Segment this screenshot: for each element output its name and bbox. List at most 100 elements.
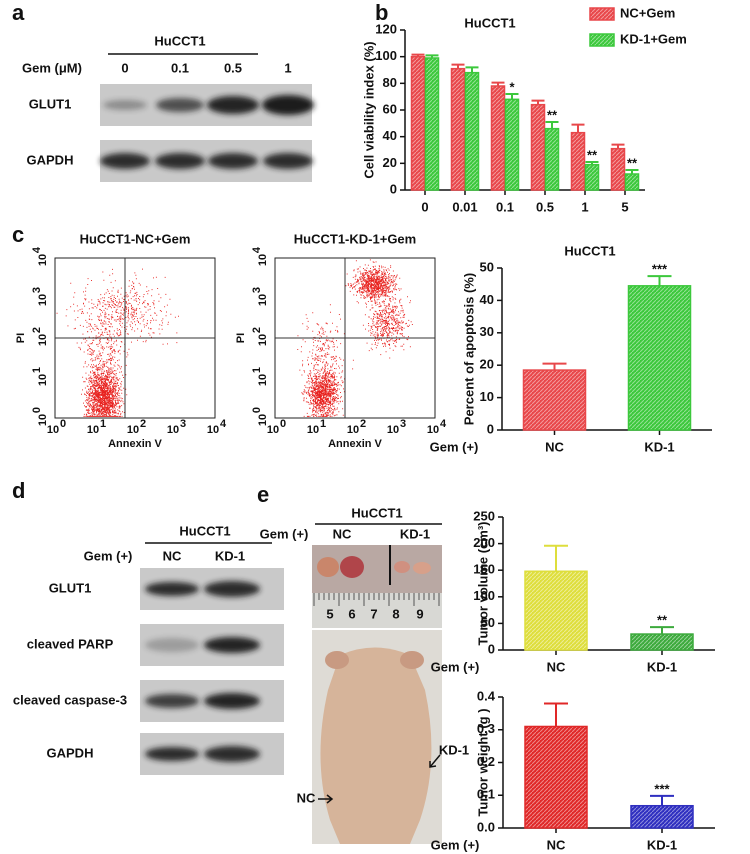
error-bar (505, 93, 519, 100)
y-tick-base: 10 (37, 414, 49, 426)
x-tick-base: 10 (127, 424, 139, 436)
x-tick-base: 10 (87, 424, 99, 436)
ruler-number: 6 (348, 606, 355, 621)
y-tick-exponent: 1 (251, 367, 263, 373)
flow-events (297, 259, 413, 417)
x-tick-base: 10 (207, 424, 219, 436)
bar (584, 163, 600, 191)
blot-row (140, 680, 284, 722)
significance: *** (654, 781, 670, 796)
x-tick-label: KD-1 (647, 837, 677, 852)
y-tick-base: 10 (37, 254, 49, 266)
y-tick-label: 0.0 (477, 819, 495, 834)
blot-band (262, 95, 314, 115)
y-tick-base: 10 (37, 294, 49, 306)
error-bar (544, 702, 568, 727)
y-tick-exponent: 3 (31, 287, 43, 293)
y-tick-base: 10 (257, 254, 269, 266)
y-axis-label: Tumor volume (cm³) (475, 522, 490, 646)
flow-title: HuCCT1-KD-1+Gem (294, 231, 416, 246)
flow-xlabel: Annexin V (108, 438, 162, 450)
row-label: cleaved PARP (27, 636, 114, 651)
flow-ylabel: PI (235, 333, 247, 343)
blot-gapdh (100, 140, 313, 182)
ruler-number: 8 (392, 606, 399, 621)
lane-label: 0 (121, 60, 128, 75)
error-bar (491, 81, 505, 86)
y-tick-label: 10 (480, 389, 494, 404)
x-tick-exponent: 0 (60, 418, 66, 430)
significance: ** (657, 613, 668, 628)
significance: ** (627, 155, 638, 170)
panel-label: b (375, 0, 388, 25)
y-tick-exponent: 2 (31, 327, 43, 333)
bar (524, 725, 588, 829)
blot-title: HuCCT1 (154, 33, 205, 48)
y-tick-label: 0.3 (477, 721, 495, 736)
x-tick-exponent: 3 (180, 418, 186, 430)
row-label: GAPDH (27, 152, 74, 167)
tumor (394, 561, 410, 573)
blot-band (145, 694, 199, 708)
x-tick-label: 0.01 (452, 199, 477, 214)
flow-events (56, 268, 179, 417)
ruler-number: 7 (370, 606, 377, 621)
y-tick-exponent: 4 (251, 246, 263, 253)
significance: *** (652, 262, 668, 277)
lane-label: 0.5 (224, 60, 242, 75)
y-tick-base: 10 (257, 294, 269, 306)
arrow (429, 754, 441, 768)
x-tick-label: 0.5 (536, 199, 554, 214)
bar (544, 127, 560, 191)
y-tick-base: 10 (257, 414, 269, 426)
blot-band (156, 98, 204, 112)
tumor (413, 562, 431, 574)
lane-label: KD-1 (400, 526, 430, 541)
y-tick-label: 40 (383, 128, 397, 143)
blot-band (145, 582, 199, 596)
x-tick-label: 5 (621, 199, 628, 214)
error-bar (611, 143, 625, 149)
legend-swatch (589, 7, 615, 21)
blot-band (100, 153, 150, 169)
x-tick-label: NC (547, 659, 566, 674)
y-tick-label: 150 (473, 562, 495, 577)
legend-label: NC+Gem (620, 5, 675, 20)
blot-row (140, 624, 284, 666)
bar (522, 369, 587, 431)
bar (570, 131, 586, 191)
blot-band (155, 153, 205, 169)
lane-label: NC (333, 526, 352, 541)
group-label: Gem (+) (431, 837, 480, 852)
y-tick-exponent: 0 (251, 407, 263, 413)
blot-title: HuCCT1 (179, 523, 230, 538)
group-label: Gem (+) (430, 439, 479, 454)
bar (450, 67, 466, 191)
blot-band (204, 693, 260, 709)
bar (410, 55, 426, 191)
mouse (320, 647, 432, 844)
error-bar (544, 544, 568, 572)
blot-band (103, 100, 147, 110)
y-tick-label: 20 (480, 357, 494, 372)
legend-swatch (589, 33, 615, 47)
blot-band (263, 153, 313, 169)
x-tick-exponent: 3 (400, 418, 406, 430)
x-tick-base: 10 (427, 424, 439, 436)
mouse-label: NC (297, 790, 316, 805)
x-tick-base: 10 (347, 424, 359, 436)
mouse-label: KD-1 (439, 742, 469, 757)
significance: ** (587, 147, 598, 162)
treatment-label: Gem (+) (84, 548, 133, 563)
bar (630, 804, 694, 829)
bar (464, 71, 480, 191)
error-bar (585, 161, 599, 165)
y-tick-label: 0 (488, 641, 495, 656)
y-tick-label: 0.1 (477, 787, 495, 802)
tumor (317, 557, 339, 577)
error-bar (545, 121, 559, 129)
x-tick-exponent: 1 (100, 418, 106, 430)
y-axis-label: Tumor weight (g ) (475, 708, 490, 816)
y-tick-label: 0.2 (477, 754, 495, 769)
